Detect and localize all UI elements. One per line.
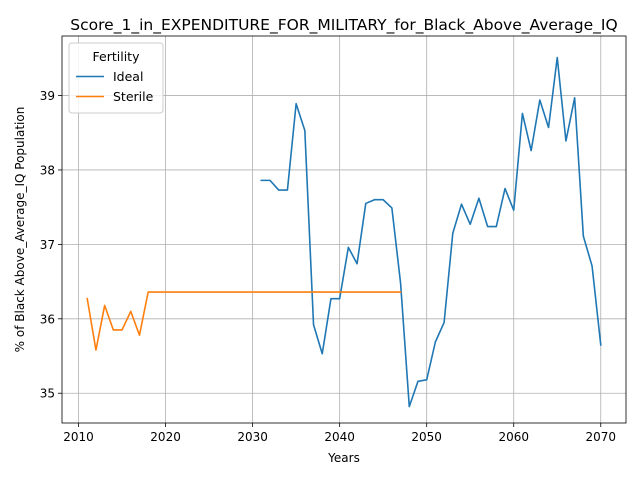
- x-tick-label: 2010: [63, 430, 94, 444]
- x-axis-label: Years: [327, 451, 360, 465]
- x-tick-label: 2070: [585, 430, 616, 444]
- x-tick-label: 2050: [411, 430, 442, 444]
- legend-label-sterile: Sterile: [113, 89, 154, 104]
- y-tick-label: 38: [40, 163, 55, 177]
- y-tick-label: 35: [40, 387, 55, 401]
- legend-label-ideal: Ideal: [113, 69, 143, 84]
- legend-box: [68, 42, 164, 114]
- legend-title: Fertility: [93, 49, 141, 64]
- y-tick-label: 37: [40, 238, 55, 252]
- y-tick-label: 36: [40, 312, 55, 326]
- y-axis: 35 36 37 38 39: [40, 89, 62, 401]
- legend: Fertility Ideal Sterile: [68, 42, 164, 114]
- series-layer: [86, 56, 602, 408]
- x-tick-label: 2020: [150, 430, 181, 444]
- x-tick-label: 2030: [237, 430, 268, 444]
- x-tick-label: 2040: [324, 430, 355, 444]
- x-axis: 2010 2020 2030 2040 2050 2060 2070: [63, 423, 616, 444]
- series-line-ideal: [260, 56, 602, 408]
- chart-title: Score_1_in_EXPENDITURE_FOR_MILITARY_for_…: [70, 16, 617, 35]
- series-line-sterile: [86, 291, 402, 351]
- plot-frame: [61, 35, 627, 424]
- x-tick-label: 2060: [498, 430, 529, 444]
- y-axis-label: % of Black Above_Average_IQ Population: [13, 107, 27, 353]
- y-tick-label: 39: [40, 89, 55, 103]
